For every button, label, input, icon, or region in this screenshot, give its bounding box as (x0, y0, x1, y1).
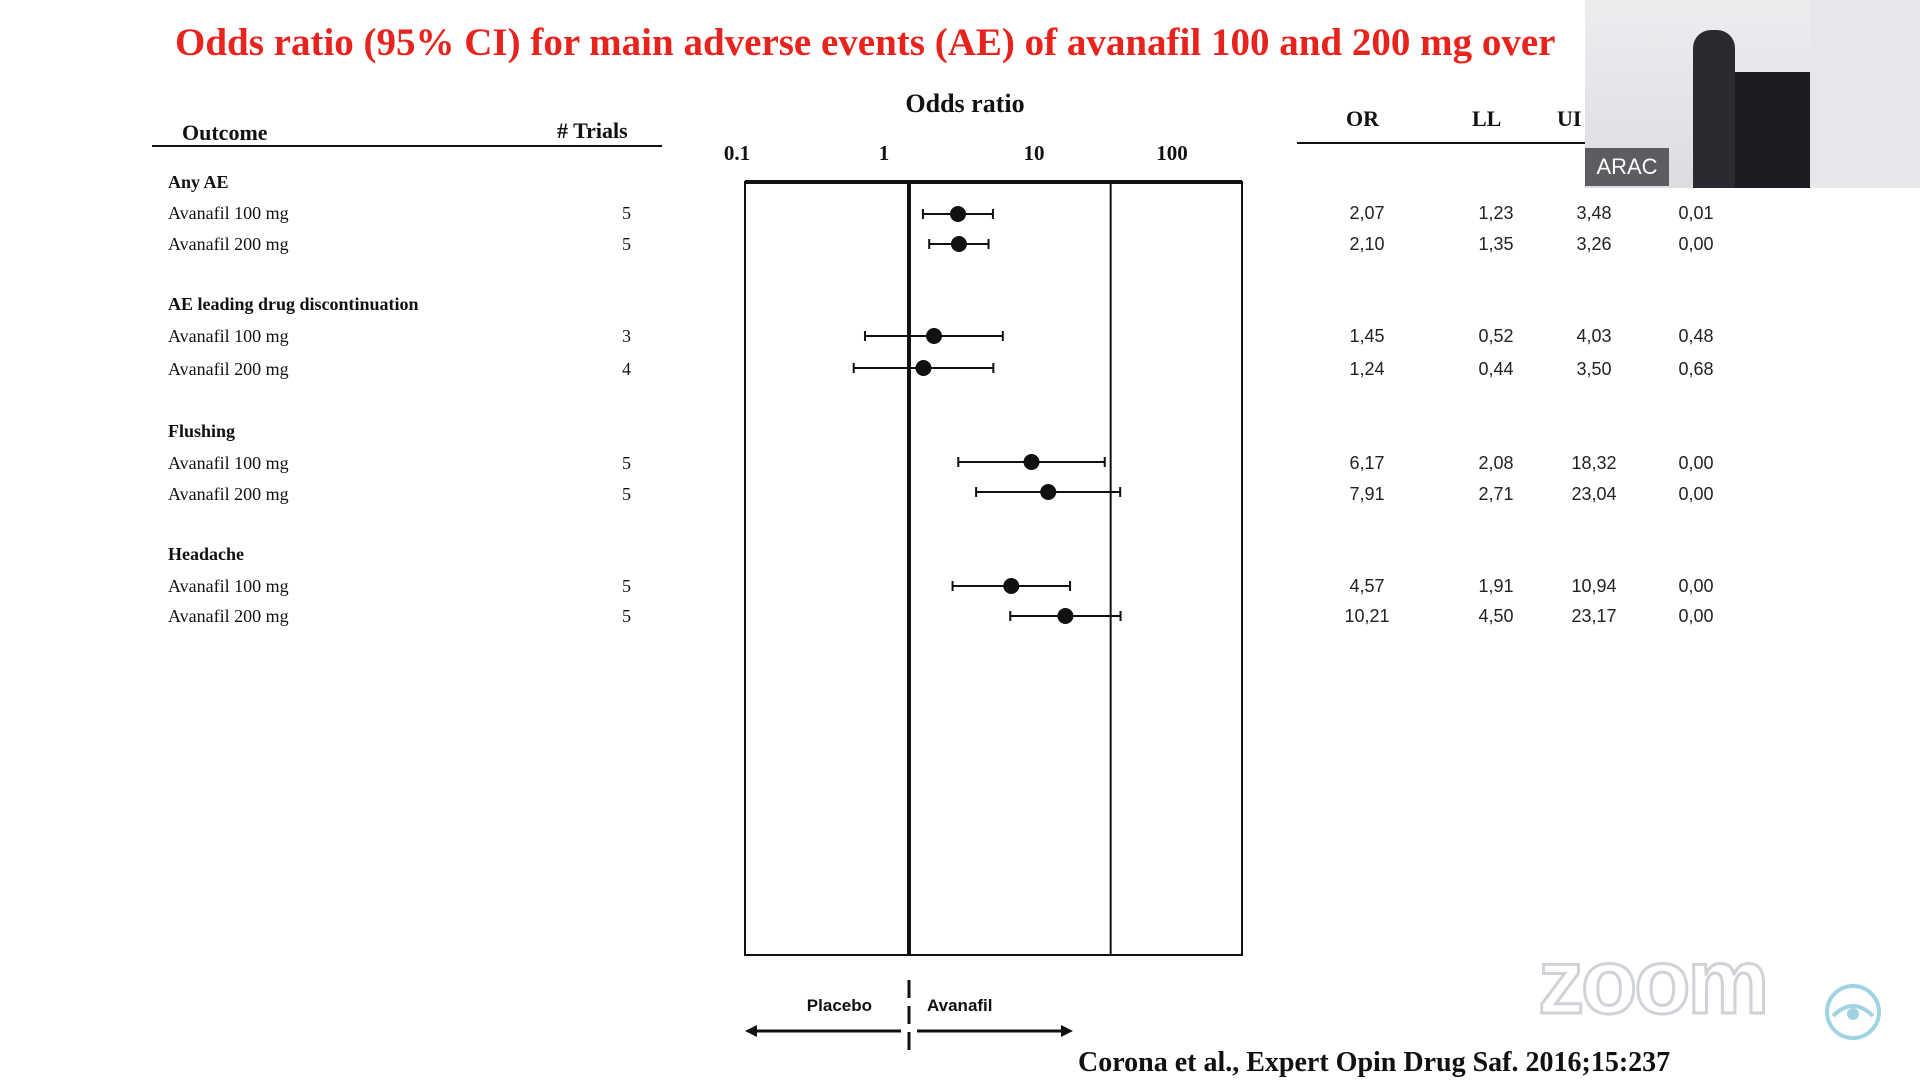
p-value: 0,00 (1678, 606, 1714, 626)
odds-ratio-point (926, 328, 943, 344)
plot-frame (744, 181, 1243, 956)
speaker-video-thumbnail[interactable]: ARAC (1585, 0, 1920, 188)
or-value: 1,24 (1349, 359, 1385, 379)
conference-logo-icon (1825, 984, 1881, 1040)
or-value: 7,91 (1349, 484, 1385, 504)
row-label: Avanafil 200 mg (168, 359, 289, 379)
or-header: OR (1346, 106, 1379, 131)
row-label: Avanafil 100 mg (168, 576, 289, 596)
row-trials: 5 (622, 606, 631, 626)
group-label-any-ae: Any AE (168, 172, 229, 192)
speaker-figure (1693, 30, 1735, 188)
or-value: 6,17 (1349, 453, 1385, 473)
ll-value: 0,52 (1478, 326, 1514, 346)
row-trials: 5 (622, 203, 631, 223)
odds-ratio-point (950, 236, 967, 252)
row-trials: 5 (622, 234, 631, 254)
or-value: 2,07 (1349, 203, 1385, 223)
x-tick-label: 100 (1156, 141, 1188, 165)
right-table-rule (1297, 142, 1597, 144)
row-trials: 5 (622, 576, 631, 596)
row-trials: 3 (622, 326, 631, 346)
p-value: 0,48 (1678, 326, 1714, 346)
ll-value: 1,35 (1478, 234, 1514, 254)
camera-name-label: ARAC (1585, 148, 1669, 186)
ul-value: 3,26 (1576, 234, 1612, 254)
p-value: 0,00 (1678, 484, 1714, 504)
odds-ratio-point (1003, 578, 1020, 594)
zoom-watermark: zoom (1536, 930, 1770, 1035)
row-label: Avanafil 200 mg (168, 484, 289, 504)
x-tick-label: 10 (1024, 141, 1045, 165)
or-value: 1,45 (1349, 326, 1385, 346)
row-label: Avanafil 200 mg (168, 234, 289, 254)
trials-header: # Trials (557, 118, 628, 143)
p-value: 0,00 (1678, 234, 1714, 254)
group-label-flushing: Flushing (168, 421, 236, 441)
odds-ratio-point (1023, 454, 1040, 470)
placebo-arrowhead (745, 1025, 757, 1037)
p-value: 0,01 (1678, 203, 1714, 223)
ll-value: 1,23 (1478, 203, 1514, 223)
row-label: Avanafil 200 mg (168, 606, 289, 626)
ul-value: 3,50 (1576, 359, 1612, 379)
ul-value: 18,32 (1571, 453, 1617, 473)
or-value: 10,21 (1344, 606, 1390, 626)
stage-wall (1810, 0, 1920, 188)
odds-ratio-point (1040, 484, 1057, 500)
row-label: Avanafil 100 mg (168, 326, 289, 346)
row-trials: 4 (622, 359, 631, 379)
ul-value: 3,48 (1576, 203, 1612, 223)
podium (1720, 72, 1810, 188)
ll-value: 4,50 (1478, 606, 1514, 626)
ul-value: 23,04 (1571, 484, 1617, 504)
x-tick-label: 1 (879, 141, 890, 165)
odds-ratio-point (949, 206, 966, 222)
row-trials: 5 (622, 453, 631, 473)
slide-title: Odds ratio (95% CI) for main adverse eve… (175, 21, 1556, 64)
group-label-ae-discontinuation: AE leading drug discontinuation (168, 294, 419, 314)
p-value: 0,00 (1678, 453, 1714, 473)
row-label: Avanafil 100 mg (168, 453, 289, 473)
ll-value: 2,08 (1478, 453, 1514, 473)
p-value: 0,68 (1678, 359, 1714, 379)
outcome-header: Outcome (182, 120, 268, 145)
ll-header: LL (1472, 106, 1502, 131)
or-value: 2,10 (1349, 234, 1385, 254)
chart-title: Odds ratio (905, 89, 1024, 118)
ul-value: 10,94 (1571, 576, 1617, 596)
table-header-rule (152, 145, 662, 147)
group-label-headache: Headache (168, 544, 244, 564)
or-value: 4,57 (1349, 576, 1385, 596)
x-tick-label: 0.1 (724, 141, 750, 165)
ul-value: 23,17 (1571, 606, 1617, 626)
row-trials: 5 (622, 484, 631, 504)
placebo-label: Placebo (807, 996, 872, 1015)
ll-value: 2,71 (1478, 484, 1514, 504)
ll-value: 1,91 (1478, 576, 1514, 596)
odds-ratio-point (915, 360, 932, 376)
avanafil-label: Avanafil (927, 996, 993, 1015)
ll-value: 0,44 (1478, 359, 1514, 379)
p-value: 0,00 (1678, 576, 1714, 596)
avanafil-arrowhead (1061, 1025, 1073, 1037)
odds-ratio-point (1057, 608, 1074, 624)
row-label: Avanafil 100 mg (168, 203, 289, 223)
ul-header: UI (1557, 106, 1582, 131)
ul-value: 4,03 (1576, 326, 1612, 346)
citation: Corona et al., Expert Opin Drug Saf. 201… (1078, 1047, 1671, 1078)
